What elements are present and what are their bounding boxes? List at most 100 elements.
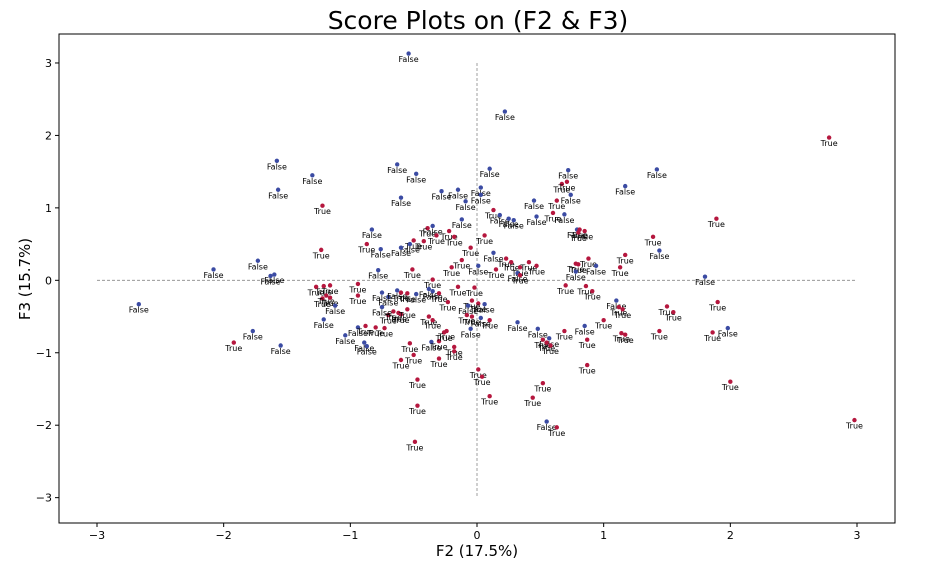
data-point-label: True bbox=[384, 313, 402, 322]
data-point bbox=[544, 419, 549, 424]
data-point bbox=[491, 250, 496, 255]
data-point bbox=[363, 323, 368, 329]
data-point bbox=[531, 198, 537, 203]
data-point-label: False bbox=[271, 347, 291, 356]
data-point-label: True bbox=[440, 233, 458, 242]
data-point bbox=[728, 379, 733, 384]
data-point bbox=[412, 439, 418, 445]
data-point-label: True bbox=[427, 237, 445, 246]
data-point bbox=[425, 225, 430, 231]
data-point-label: True bbox=[414, 243, 432, 252]
data-point bbox=[320, 203, 325, 208]
data-point bbox=[654, 167, 660, 172]
data-point bbox=[321, 317, 326, 322]
data-point-label: False bbox=[268, 191, 288, 200]
data-point-label: True bbox=[557, 183, 575, 192]
data-point bbox=[452, 349, 457, 354]
data-point-label: True bbox=[449, 288, 467, 297]
data-point bbox=[585, 337, 590, 342]
data-point-label: True bbox=[569, 266, 587, 275]
data-point bbox=[657, 248, 662, 253]
data-point-label: False bbox=[391, 199, 411, 208]
data-point bbox=[476, 301, 481, 306]
data-point-label: False bbox=[526, 218, 546, 227]
data-point-label: True bbox=[462, 318, 480, 327]
data-point bbox=[534, 214, 539, 219]
data-point bbox=[502, 109, 508, 114]
y-axis-ticks: −3 −2 −1 0 1 2 3 bbox=[36, 57, 59, 505]
data-point bbox=[320, 296, 325, 301]
data-point-label: True bbox=[578, 341, 596, 350]
data-point bbox=[378, 246, 383, 252]
data-point-label: True bbox=[461, 249, 479, 258]
data-point bbox=[452, 344, 457, 350]
data-point-label: True bbox=[408, 407, 426, 416]
data-point-label: False bbox=[267, 162, 287, 171]
data-point bbox=[439, 189, 444, 194]
data-point bbox=[671, 309, 676, 315]
data-point-label: True bbox=[613, 311, 631, 320]
data-point bbox=[563, 283, 568, 288]
data-point-label: False bbox=[357, 348, 377, 357]
data-point-label: False bbox=[554, 216, 574, 225]
data-point-label: True bbox=[404, 356, 422, 365]
data-point bbox=[455, 284, 461, 290]
data-point-label: True bbox=[583, 293, 601, 302]
data-point bbox=[255, 258, 261, 263]
data-point-label: True bbox=[357, 246, 375, 255]
data-point-label: True bbox=[445, 238, 463, 247]
data-point-label: True bbox=[650, 333, 668, 342]
data-point bbox=[275, 187, 281, 192]
data-point-label: False bbox=[400, 246, 420, 255]
data-point-label: True bbox=[611, 269, 629, 278]
data-point bbox=[407, 241, 413, 247]
data-point bbox=[526, 260, 532, 265]
data-point-label: True bbox=[575, 233, 593, 242]
data-point bbox=[554, 425, 559, 430]
data-point bbox=[405, 291, 410, 296]
data-point-label: False bbox=[423, 227, 443, 236]
reference-lines bbox=[97, 62, 857, 498]
data-point-label: True bbox=[658, 308, 676, 317]
x-tick-label: 3 bbox=[854, 529, 861, 542]
data-point bbox=[465, 303, 471, 308]
data-point bbox=[250, 328, 255, 334]
data-point bbox=[278, 343, 283, 348]
data-point-label: True bbox=[317, 297, 335, 306]
data-point bbox=[540, 337, 546, 342]
data-point-label: False bbox=[537, 423, 557, 432]
x-tick-label: −3 bbox=[89, 529, 105, 542]
data-point-label: True bbox=[594, 322, 612, 331]
data-point bbox=[657, 328, 662, 334]
data-point-label: True bbox=[430, 295, 448, 304]
data-point-label: False bbox=[606, 302, 626, 311]
data-point bbox=[559, 181, 565, 187]
data-point bbox=[459, 257, 464, 263]
data-point-label: False bbox=[566, 273, 586, 282]
data-point-label: False bbox=[524, 202, 544, 211]
data-point bbox=[568, 192, 573, 198]
data-point bbox=[355, 325, 361, 330]
data-point bbox=[562, 328, 567, 334]
y-tick-label: −1 bbox=[36, 347, 52, 360]
data-point-label: False bbox=[499, 220, 519, 229]
data-point bbox=[395, 162, 400, 167]
data-point bbox=[550, 210, 556, 216]
data-point-label: True bbox=[445, 353, 463, 362]
data-point bbox=[491, 207, 496, 213]
data-point bbox=[469, 298, 475, 303]
data-point bbox=[664, 304, 670, 309]
data-point-label: True bbox=[400, 345, 418, 354]
data-point-label: False bbox=[406, 296, 426, 305]
data-point bbox=[506, 216, 511, 221]
data-point-label: False bbox=[354, 344, 374, 353]
data-point-label: False bbox=[567, 231, 587, 240]
data-point bbox=[455, 187, 461, 192]
data-point-label: True bbox=[403, 271, 421, 280]
data-point-label: False bbox=[387, 166, 407, 175]
data-point bbox=[472, 285, 477, 290]
data-point-label: True bbox=[314, 288, 332, 297]
data-point bbox=[459, 217, 464, 222]
data-point-label: False bbox=[314, 321, 334, 330]
data-point bbox=[582, 323, 587, 329]
